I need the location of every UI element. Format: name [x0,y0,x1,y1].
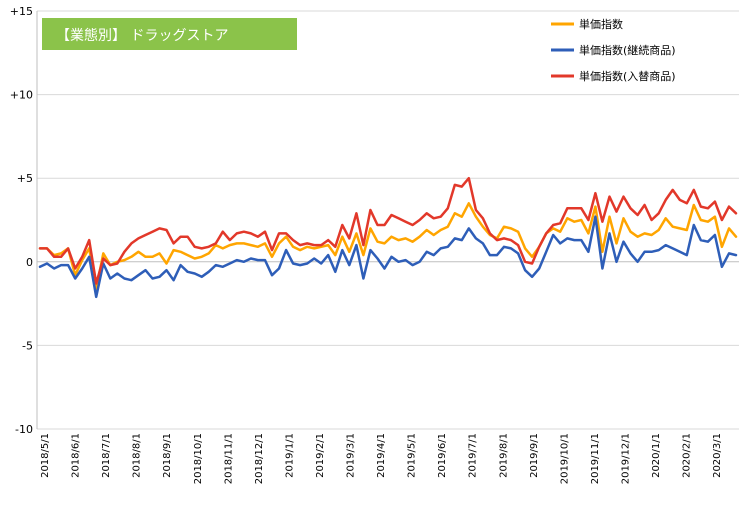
x-tick-label: 2020/1/1 [651,433,662,478]
x-tick-label: 2018/12/1 [254,433,265,484]
x-tick-label: 2019/6/1 [437,433,448,478]
x-tick-label: 2018/10/1 [193,433,204,484]
legend-label: 単価指数(継続商品) [579,43,676,57]
y-tick-label: -5 [22,339,33,352]
y-tick-label: +5 [17,172,33,185]
x-tick-label: 2020/3/1 [712,433,723,478]
x-tick-label: 2019/2/1 [315,433,326,478]
x-tick-label: 2018/6/1 [71,433,82,478]
x-tick-label: 2019/1/1 [284,433,295,478]
title-badge-bg [42,18,297,50]
x-tick-label: 2018/5/1 [40,433,51,478]
x-tick-label: 2018/11/1 [223,433,234,484]
series-line-0 [38,202,738,290]
chart-title-badge: 【業態別】 ドラッグストア [42,18,297,50]
y-tick-label: 0 [26,256,33,269]
series-line-1 [38,215,738,299]
x-tick-label: 2019/7/1 [468,433,479,478]
x-axis-ticks: 2018/5/1 2018/6/1 2018/7/1 2018/8/1 2018/9/1… [40,433,743,484]
x-tick-label: 2018/8/1 [132,433,143,478]
x-tick-label: 2019/11/1 [590,433,601,484]
plot-area: +15+10+50-5-10 2018/5/1 2018/6/1 2018/7/1 2… [10,5,743,484]
x-tick-label: 2019/4/1 [376,433,387,478]
x-tick-label: 2019/10/1 [559,433,570,484]
y-axis-ticks: +15 +10 +5 0 -5 -10 [10,5,33,436]
y-tick-label: +10 [10,89,33,102]
x-tick-label: 2019/8/1 [498,433,509,478]
series-line-2 [38,176,738,285]
x-tick-label: 2019/5/1 [407,433,418,478]
legend-label: 単価指数 [579,17,623,31]
x-tick-label: 2018/9/1 [162,433,173,478]
y-tick-label: -10 [15,423,33,436]
x-tick-label: 2018/7/1 [101,433,112,478]
x-tick-label: 2019/3/1 [346,433,357,478]
x-tick-label: 2020/2/1 [682,433,693,478]
y-tick-label: +15 [10,5,33,18]
gridlines [36,10,739,430]
chart-title: 【業態別】 ドラッグストア [56,28,228,44]
x-tick-label: 2019/9/1 [529,433,540,478]
x-tick-label: 2019/12/1 [620,433,631,484]
series-lines [38,176,738,299]
legend-label: 単価指数(入替商品) [579,69,676,83]
